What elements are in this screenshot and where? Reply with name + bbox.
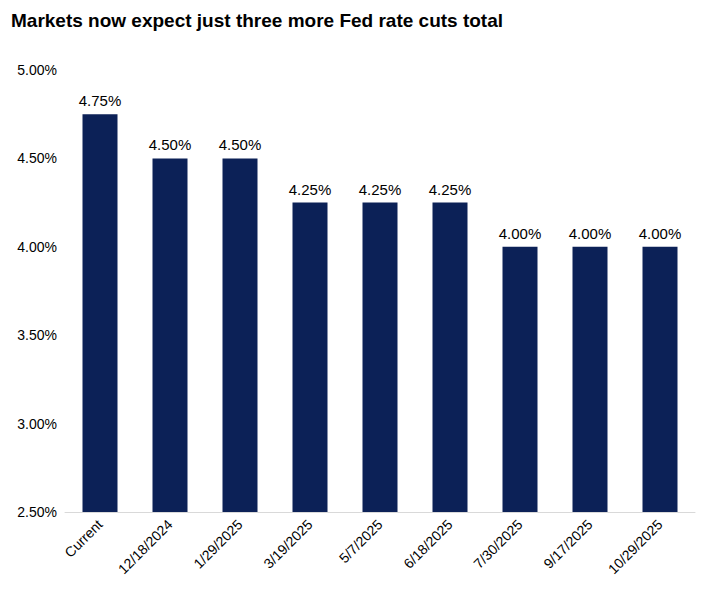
svg-text:4.25%: 4.25%	[359, 181, 402, 198]
svg-text:4.25%: 4.25%	[429, 181, 472, 198]
svg-text:3.50%: 3.50%	[17, 327, 57, 343]
svg-text:3/19/2025: 3/19/2025	[260, 516, 315, 571]
svg-text:10/29/2025: 10/29/2025	[605, 516, 666, 577]
svg-text:4.25%: 4.25%	[289, 181, 332, 198]
svg-text:7/30/2025: 7/30/2025	[470, 516, 525, 571]
svg-text:5/7/2025: 5/7/2025	[336, 516, 386, 566]
svg-text:9/17/2025: 9/17/2025	[540, 516, 595, 571]
svg-text:1/29/2025: 1/29/2025	[190, 516, 245, 571]
svg-text:Markets now expect just three: Markets now expect just three more Fed r…	[11, 10, 503, 31]
svg-text:3.00%: 3.00%	[17, 416, 57, 432]
svg-text:Current: Current	[61, 516, 105, 560]
svg-text:4.50%: 4.50%	[17, 150, 57, 166]
svg-text:4.00%: 4.00%	[499, 225, 542, 242]
svg-text:2.50%: 2.50%	[17, 504, 57, 520]
svg-text:4.75%: 4.75%	[79, 92, 122, 109]
svg-text:5.00%: 5.00%	[17, 62, 57, 78]
svg-text:12/18/2024: 12/18/2024	[115, 516, 176, 577]
svg-text:4.00%: 4.00%	[17, 239, 57, 255]
svg-text:6/18/2025: 6/18/2025	[400, 516, 455, 571]
svg-text:4.50%: 4.50%	[149, 136, 192, 153]
svg-text:4.00%: 4.00%	[569, 225, 612, 242]
svg-text:4.50%: 4.50%	[219, 136, 262, 153]
svg-text:4.00%: 4.00%	[639, 225, 682, 242]
